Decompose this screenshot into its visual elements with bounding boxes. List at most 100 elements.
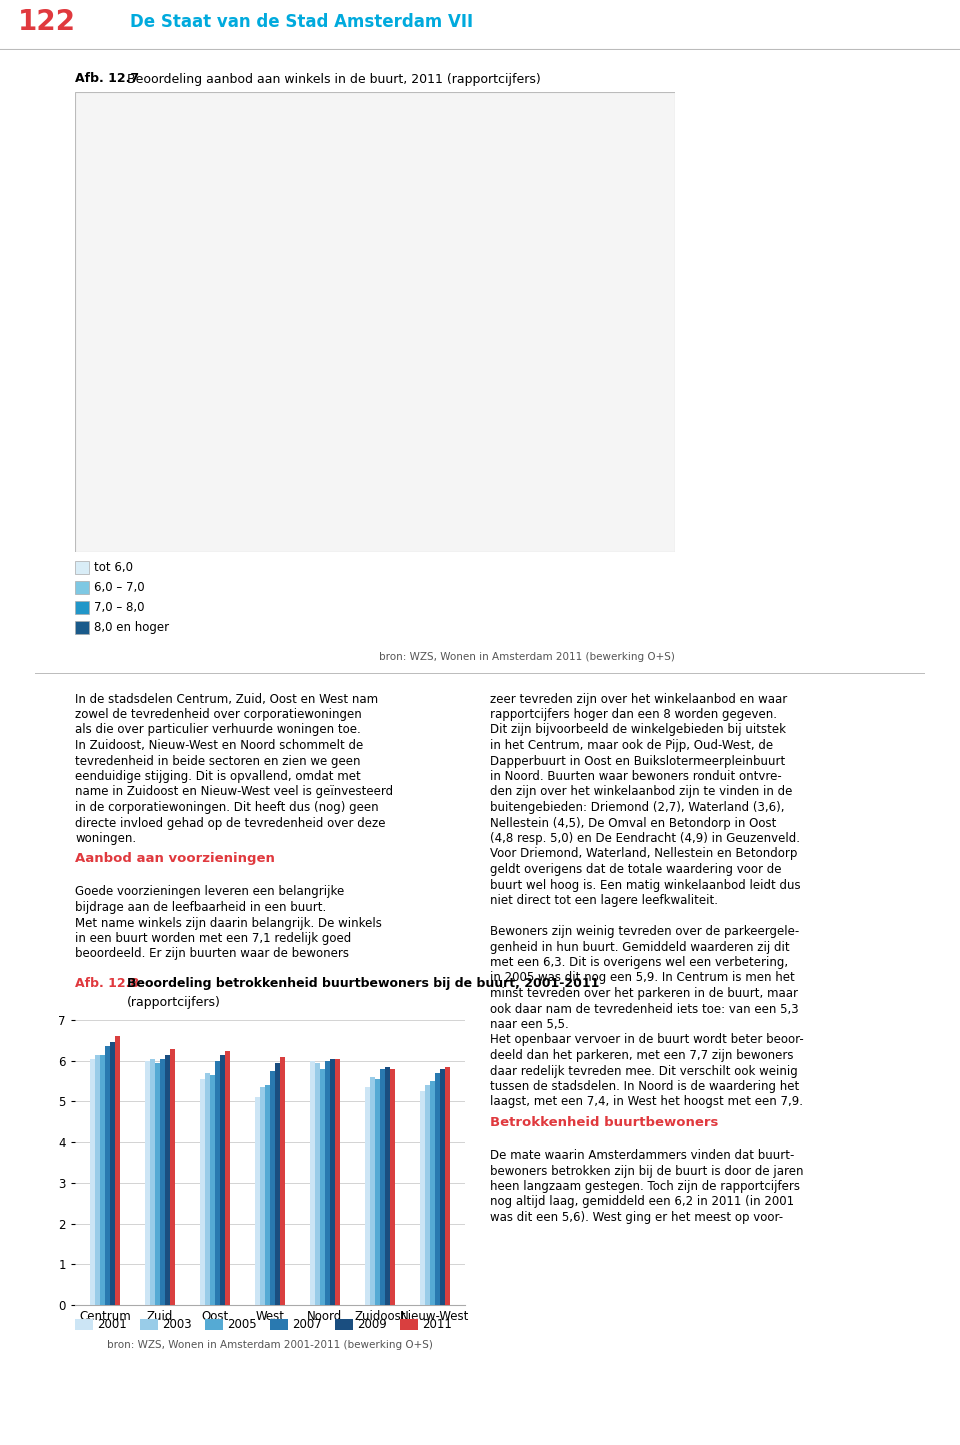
Text: Voor Driemond, Waterland, Nellestein en Betondorp: Voor Driemond, Waterland, Nellestein en … [490, 848, 798, 861]
Text: 2011: 2011 [422, 1318, 452, 1331]
Bar [315, 1062, 320, 1305]
Bar [226, 1051, 230, 1305]
Text: in een buurt worden met een 7,1 redelijk goed: in een buurt worden met een 7,1 redelijk… [75, 932, 351, 945]
Bar [400, 1319, 418, 1329]
Text: (rapportcijfers): (rapportcijfers) [127, 996, 221, 1009]
Text: rapportcijfers hoger dan een 8 worden gegeven.: rapportcijfers hoger dan een 8 worden ge… [490, 708, 777, 721]
Text: Beoordeling betrokkenheid buurtbewoners bij de buurt, 2001-2011: Beoordeling betrokkenheid buurtbewoners … [127, 977, 599, 990]
Text: genheid in hun buurt. Gemiddeld waarderen zij dit: genheid in hun buurt. Gemiddeld waardere… [490, 941, 790, 954]
Text: 7,0 – 8,0: 7,0 – 8,0 [94, 601, 145, 614]
Bar [150, 1059, 156, 1305]
Bar [370, 1077, 374, 1305]
Text: 2007: 2007 [292, 1318, 322, 1331]
Text: Met name winkels zijn daarin belangrijk. De winkels: Met name winkels zijn daarin belangrijk.… [75, 916, 382, 929]
Bar [270, 1071, 275, 1305]
Bar [205, 1074, 210, 1305]
Text: eenduidige stijging. Dit is opvallend, omdat met: eenduidige stijging. Dit is opvallend, o… [75, 770, 361, 783]
Bar [385, 1066, 390, 1305]
Text: zeer tevreden zijn over het winkelaanbod en waar: zeer tevreden zijn over het winkelaanbod… [490, 692, 787, 705]
Text: heen langzaam gestegen. Toch zijn de rapportcijfers: heen langzaam gestegen. Toch zijn de rap… [490, 1181, 800, 1194]
Bar [165, 1055, 170, 1305]
Text: in 2005 was dit nog een 5,9. In Centrum is men het: in 2005 was dit nog een 5,9. In Centrum … [490, 971, 795, 984]
Bar [335, 1319, 353, 1329]
Text: buurt wel hoog is. Een matig winkelaanbod leidt dus: buurt wel hoog is. Een matig winkelaanbo… [490, 879, 801, 892]
Bar [324, 1061, 330, 1305]
Text: Afb. 12.7: Afb. 12.7 [75, 72, 143, 85]
Bar [110, 1042, 115, 1305]
Text: Bewoners zijn weinig tevreden over de parkeergele-: Bewoners zijn weinig tevreden over de pa… [490, 925, 800, 938]
Text: Beoordeling aanbod aan winkels in de buurt, 2011 (rapportcijfers): Beoordeling aanbod aan winkels in de buu… [127, 72, 540, 85]
Bar [75, 581, 89, 594]
Bar [260, 1087, 265, 1305]
Bar [280, 1056, 285, 1305]
Text: Dapperbuurt in Oost en Buikslotermeerpleinbuurt: Dapperbuurt in Oost en Buikslotermeerple… [490, 754, 785, 767]
Text: buitengebieden: Driemond (2,7), Waterland (3,6),: buitengebieden: Driemond (2,7), Waterlan… [490, 801, 784, 814]
Bar [255, 1097, 260, 1305]
Text: 6,0 – 7,0: 6,0 – 7,0 [94, 581, 145, 594]
Bar [374, 1079, 380, 1305]
Bar [115, 1036, 120, 1305]
Text: minst tevreden over het parkeren in de buurt, maar: minst tevreden over het parkeren in de b… [490, 987, 798, 1000]
Bar [330, 1059, 335, 1305]
Text: 2001: 2001 [97, 1318, 127, 1331]
Text: directe invloed gehad op de tevredenheid over deze: directe invloed gehad op de tevredenheid… [75, 816, 386, 829]
Bar [75, 621, 89, 634]
Text: 2003: 2003 [162, 1318, 192, 1331]
Bar [95, 1055, 100, 1305]
Text: 122: 122 [18, 9, 76, 36]
Text: beoordeeld. Er zijn buurten waar de bewoners: beoordeeld. Er zijn buurten waar de bewo… [75, 948, 349, 961]
Text: deeld dan het parkeren, met een 7,7 zijn bewoners: deeld dan het parkeren, met een 7,7 zijn… [490, 1049, 794, 1062]
Text: Goede voorzieningen leveren een belangrijke: Goede voorzieningen leveren een belangri… [75, 886, 345, 899]
Bar [215, 1061, 220, 1305]
Bar [270, 1319, 288, 1329]
Text: De mate waarin Amsterdammers vinden dat buurt-: De mate waarin Amsterdammers vinden dat … [490, 1149, 794, 1162]
Bar [435, 1074, 440, 1305]
Bar [420, 1091, 424, 1305]
Bar [140, 1319, 158, 1329]
Bar [424, 1085, 430, 1305]
Bar [365, 1087, 370, 1305]
Bar [75, 1319, 93, 1329]
Text: name in Zuidoost en Nieuw-West veel is geïnvesteerd: name in Zuidoost en Nieuw-West veel is g… [75, 786, 394, 799]
Text: was dit een 5,6). West ging er het meest op voor-: was dit een 5,6). West ging er het meest… [490, 1211, 783, 1224]
Bar [156, 1062, 160, 1305]
Text: Afb. 12.8: Afb. 12.8 [75, 977, 143, 990]
Text: Aanbod aan voorzieningen: Aanbod aan voorzieningen [75, 853, 275, 866]
Bar [310, 1061, 315, 1305]
Bar [160, 1059, 165, 1305]
Bar [205, 1319, 223, 1329]
Bar [170, 1049, 176, 1305]
Text: In Zuidoost, Nieuw-West en Noord schommelt de: In Zuidoost, Nieuw-West en Noord schomme… [75, 738, 363, 751]
Bar [75, 561, 89, 574]
Bar [90, 1059, 95, 1305]
Bar [444, 1066, 450, 1305]
Text: woningen.: woningen. [75, 832, 136, 845]
Text: Het openbaar vervoer in de buurt wordt beter beoor-: Het openbaar vervoer in de buurt wordt b… [490, 1033, 804, 1046]
Text: 2009: 2009 [357, 1318, 387, 1331]
Bar [440, 1069, 444, 1305]
Text: De Staat van de Stad Amsterdam VII: De Staat van de Stad Amsterdam VII [130, 13, 473, 30]
Bar [106, 1046, 110, 1305]
Text: niet direct tot een lagere leefkwaliteit.: niet direct tot een lagere leefkwaliteit… [490, 894, 718, 907]
Bar [390, 1069, 395, 1305]
Bar [220, 1055, 226, 1305]
Text: (4,8 resp. 5,0) en De Eendracht (4,9) in Geuzenveld.: (4,8 resp. 5,0) en De Eendracht (4,9) in… [490, 832, 800, 845]
Bar [100, 1055, 106, 1305]
Text: 2005: 2005 [227, 1318, 256, 1331]
Bar [265, 1085, 270, 1305]
Text: zowel de tevredenheid over corporatiewoningen: zowel de tevredenheid over corporatiewon… [75, 708, 362, 721]
Text: Nellestein (4,5), De Omval en Betondorp in Oost: Nellestein (4,5), De Omval en Betondorp … [490, 816, 777, 829]
Text: geldt overigens dat de totale waardering voor de: geldt overigens dat de totale waardering… [490, 863, 781, 876]
Text: nog altijd laag, gemiddeld een 6,2 in 2011 (in 2001: nog altijd laag, gemiddeld een 6,2 in 20… [490, 1195, 794, 1208]
Text: In de stadsdelen Centrum, Zuid, Oost en West nam: In de stadsdelen Centrum, Zuid, Oost en … [75, 692, 378, 705]
Text: als die over particulier verhuurde woningen toe.: als die over particulier verhuurde wonin… [75, 724, 361, 737]
Text: bron: WZS, Wonen in Amsterdam 2001-2011 (bewerking O+S): bron: WZS, Wonen in Amsterdam 2001-2011 … [108, 1340, 433, 1350]
Text: den zijn over het winkelaanbod zijn te vinden in de: den zijn over het winkelaanbod zijn te v… [490, 786, 792, 799]
Bar [320, 1069, 324, 1305]
Text: in Noord. Buurten waar bewoners ronduit ontvre-: in Noord. Buurten waar bewoners ronduit … [490, 770, 781, 783]
Bar [145, 1061, 150, 1305]
Bar [210, 1075, 215, 1305]
Text: met een 6,3. Dit is overigens wel een verbetering,: met een 6,3. Dit is overigens wel een ve… [490, 957, 788, 970]
Text: tussen de stadsdelen. In Noord is de waardering het: tussen de stadsdelen. In Noord is de waa… [490, 1079, 800, 1092]
Text: bijdrage aan de leefbaarheid in een buurt.: bijdrage aan de leefbaarheid in een buur… [75, 902, 326, 915]
